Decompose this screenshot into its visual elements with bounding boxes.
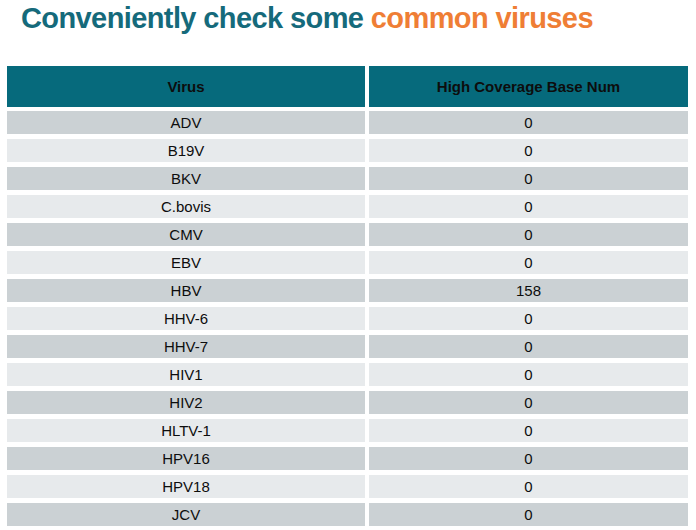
coverage-value-cell: 0: [369, 195, 688, 218]
coverage-value-cell: 0: [369, 363, 688, 386]
coverage-value-cell: 0: [369, 167, 688, 190]
table-row: BKV 0: [7, 167, 688, 190]
table-row: EBV 0: [7, 251, 688, 274]
column-header-virus: Virus: [7, 66, 365, 107]
table-row: HLTV-1 0: [7, 419, 688, 442]
virus-name-cell: C.bovis: [7, 195, 365, 218]
table-row: JCV 0: [7, 503, 688, 526]
virus-name-cell: HIV1: [7, 363, 365, 386]
table-row: HPV16 0: [7, 447, 688, 470]
table-row: HIV1 0: [7, 363, 688, 386]
table-row: C.bovis 0: [7, 195, 688, 218]
table-body: ADV 0 B19V 0 BKV 0 C.bovis 0 CMV 0 EBV 0…: [7, 111, 688, 526]
page-title: Conveniently check some common viruses: [21, 2, 593, 35]
virus-name-cell: ADV: [7, 111, 365, 134]
coverage-value-cell: 0: [369, 419, 688, 442]
table-row: HHV-6 0: [7, 307, 688, 330]
table-row: CMV 0: [7, 223, 688, 246]
virus-name-cell: HHV-6: [7, 307, 365, 330]
table-row: HHV-7 0: [7, 335, 688, 358]
virus-name-cell: HHV-7: [7, 335, 365, 358]
title-highlight: common viruses: [371, 2, 593, 34]
coverage-value-cell: 0: [369, 111, 688, 134]
virus-name-cell: JCV: [7, 503, 365, 526]
virus-name-cell: HBV: [7, 279, 365, 302]
slide: Conveniently check some common viruses V…: [0, 0, 696, 530]
coverage-value-cell: 158: [369, 279, 688, 302]
table-row: ADV 0: [7, 111, 688, 134]
coverage-value-cell: 0: [369, 335, 688, 358]
coverage-value-cell: 0: [369, 139, 688, 162]
virus-name-cell: HLTV-1: [7, 419, 365, 442]
virus-name-cell: HPV18: [7, 475, 365, 498]
table-row: HIV2 0: [7, 391, 688, 414]
coverage-value-cell: 0: [369, 391, 688, 414]
table-row: HBV 158: [7, 279, 688, 302]
coverage-value-cell: 0: [369, 251, 688, 274]
column-header-high-coverage-base-num: High Coverage Base Num: [369, 66, 688, 107]
coverage-value-cell: 0: [369, 503, 688, 526]
coverage-value-cell: 0: [369, 307, 688, 330]
virus-name-cell: B19V: [7, 139, 365, 162]
virus-name-cell: BKV: [7, 167, 365, 190]
title-prefix: Conveniently check some: [21, 2, 371, 34]
virus-name-cell: HPV16: [7, 447, 365, 470]
coverage-value-cell: 0: [369, 223, 688, 246]
virus-name-cell: EBV: [7, 251, 365, 274]
table-row: HPV18 0: [7, 475, 688, 498]
virus-name-cell: HIV2: [7, 391, 365, 414]
table-row: B19V 0: [7, 139, 688, 162]
table-header-row: Virus High Coverage Base Num: [7, 66, 688, 107]
virus-name-cell: CMV: [7, 223, 365, 246]
coverage-value-cell: 0: [369, 447, 688, 470]
coverage-value-cell: 0: [369, 475, 688, 498]
virus-table: Virus High Coverage Base Num ADV 0 B19V …: [7, 66, 688, 530]
